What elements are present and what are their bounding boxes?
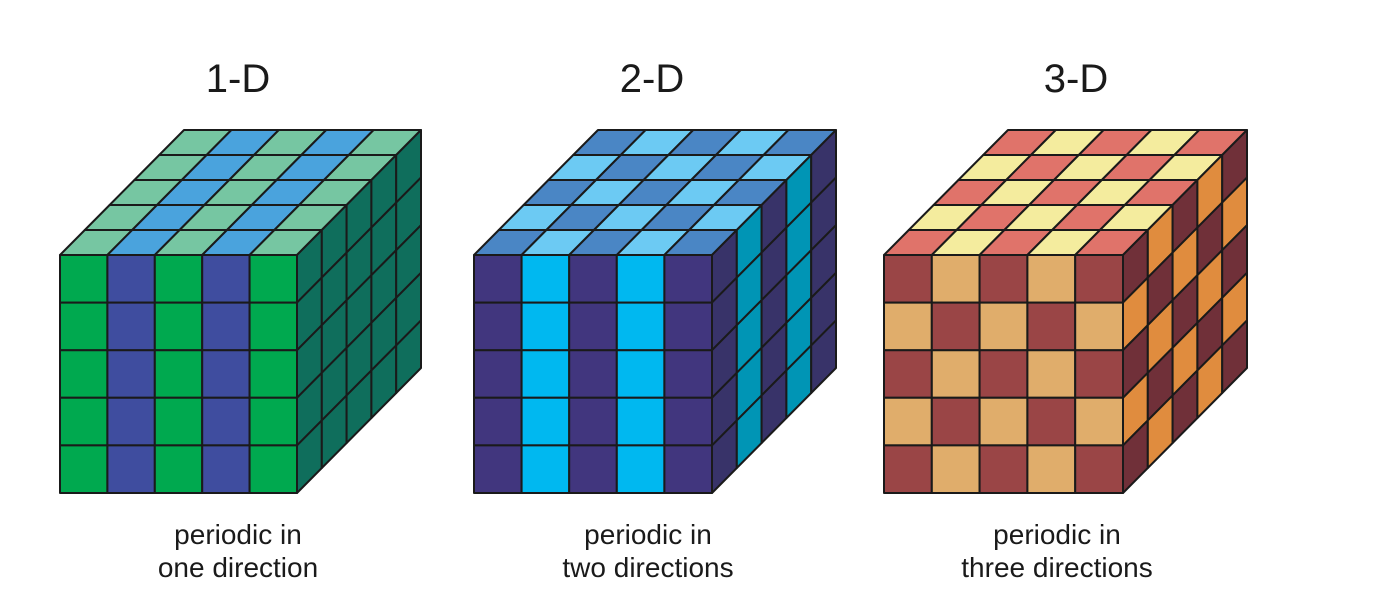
front-face-cell	[59, 301, 109, 352]
front-face-cell	[201, 301, 251, 352]
front-face-cell	[248, 444, 298, 494]
panel-3d-caption-line2: three directions	[961, 552, 1152, 583]
front-face-cell	[883, 254, 933, 304]
front-face-cell	[473, 301, 523, 352]
front-face-cell	[978, 396, 1029, 447]
front-face-cell	[1026, 301, 1077, 352]
front-face-cell	[201, 444, 251, 494]
cube-2d-periodic-two-directions	[473, 129, 837, 494]
front-face-cell	[59, 254, 109, 304]
front-face-cell	[1026, 254, 1077, 304]
front-face-cell	[59, 396, 109, 447]
front-face-cell	[663, 254, 713, 304]
panel-1d-title: 1-D	[206, 57, 270, 101]
front-face-cell	[520, 349, 571, 399]
front-face-cell	[520, 444, 571, 494]
front-face-cell	[248, 301, 298, 352]
front-face-cell	[153, 396, 204, 447]
front-face-cell	[153, 301, 204, 352]
front-face-cell	[883, 396, 933, 447]
cube-1d-periodic-one-direction	[59, 129, 422, 494]
front-face-cell	[248, 254, 298, 304]
front-face-cell	[106, 396, 156, 447]
front-face-cell	[473, 396, 523, 447]
front-face-cell	[615, 349, 666, 399]
panel-1d-caption-line2: one direction	[158, 552, 318, 583]
front-face-cell	[615, 254, 666, 304]
front-face-cell	[153, 254, 204, 304]
front-face-cell	[1074, 254, 1124, 304]
front-face-cell	[153, 444, 204, 494]
panel-2d-title: 2-D	[620, 57, 684, 101]
front-face-cell	[883, 444, 933, 494]
front-face-cell	[201, 349, 251, 399]
front-face-cell	[59, 444, 109, 494]
front-face-cell	[1026, 349, 1077, 399]
front-face-cell	[883, 301, 933, 352]
front-face-cell	[615, 301, 666, 352]
front-face-cell	[663, 396, 713, 447]
front-face-cell	[978, 444, 1029, 494]
side-face-cell	[395, 319, 422, 394]
front-face-cell	[1074, 444, 1124, 494]
front-face-cell	[520, 301, 571, 352]
front-face-cell	[615, 396, 666, 447]
front-face-cell	[59, 349, 109, 399]
cube-3d-periodic-three-directions	[883, 129, 1248, 494]
front-face-cell	[520, 396, 571, 447]
front-face-cell	[106, 254, 156, 304]
panel-2d-caption-line2: two directions	[562, 552, 733, 583]
front-face-cell	[930, 301, 981, 352]
panel-1d-caption-line1: periodic in	[174, 519, 302, 550]
front-face-cell	[615, 444, 666, 494]
front-face-cell	[930, 254, 981, 304]
front-face-cell	[663, 349, 713, 399]
front-face-cell	[201, 396, 251, 447]
front-face-cell	[106, 301, 156, 352]
panel-1d: 1-D periodic in one direction	[59, 57, 422, 583]
front-face-cell	[568, 254, 618, 304]
front-face-cell	[1026, 444, 1077, 494]
front-face-cell	[248, 396, 298, 447]
panel-3d-caption-line1: periodic in	[993, 519, 1121, 550]
front-face-cell	[1074, 301, 1124, 352]
panel-2d-caption-line1: periodic in	[584, 519, 712, 550]
front-face-cell	[153, 349, 204, 399]
front-face-cell	[930, 444, 981, 494]
front-face-cell	[1074, 349, 1124, 399]
front-face-cell	[978, 349, 1029, 399]
front-face-cell	[473, 254, 523, 304]
front-face-cell	[930, 396, 981, 447]
front-face-cell	[473, 349, 523, 399]
front-face-cell	[1074, 396, 1124, 447]
front-face-cell	[568, 444, 618, 494]
front-face-cell	[201, 254, 251, 304]
front-face-cell	[1026, 396, 1077, 447]
panel-3d-title: 3-D	[1044, 57, 1108, 101]
front-face-cell	[883, 349, 933, 399]
front-face-cell	[520, 254, 571, 304]
panel-2d: 2-D periodic in two directions	[473, 57, 837, 583]
side-face-cell	[1221, 319, 1248, 394]
side-face-cell	[810, 319, 837, 394]
front-face-cell	[930, 349, 981, 399]
front-face-cell	[106, 349, 156, 399]
front-face-cell	[568, 349, 618, 399]
front-face-cell	[978, 254, 1029, 304]
front-face-cell	[568, 396, 618, 447]
front-face-cell	[473, 444, 523, 494]
front-face-cell	[248, 349, 298, 399]
front-face-cell	[568, 301, 618, 352]
front-face-cell	[663, 301, 713, 352]
front-face-cell	[663, 444, 713, 494]
front-face-cell	[978, 301, 1029, 352]
front-face-cell	[106, 444, 156, 494]
panel-3d: 3-D periodic in three directions	[883, 57, 1248, 583]
